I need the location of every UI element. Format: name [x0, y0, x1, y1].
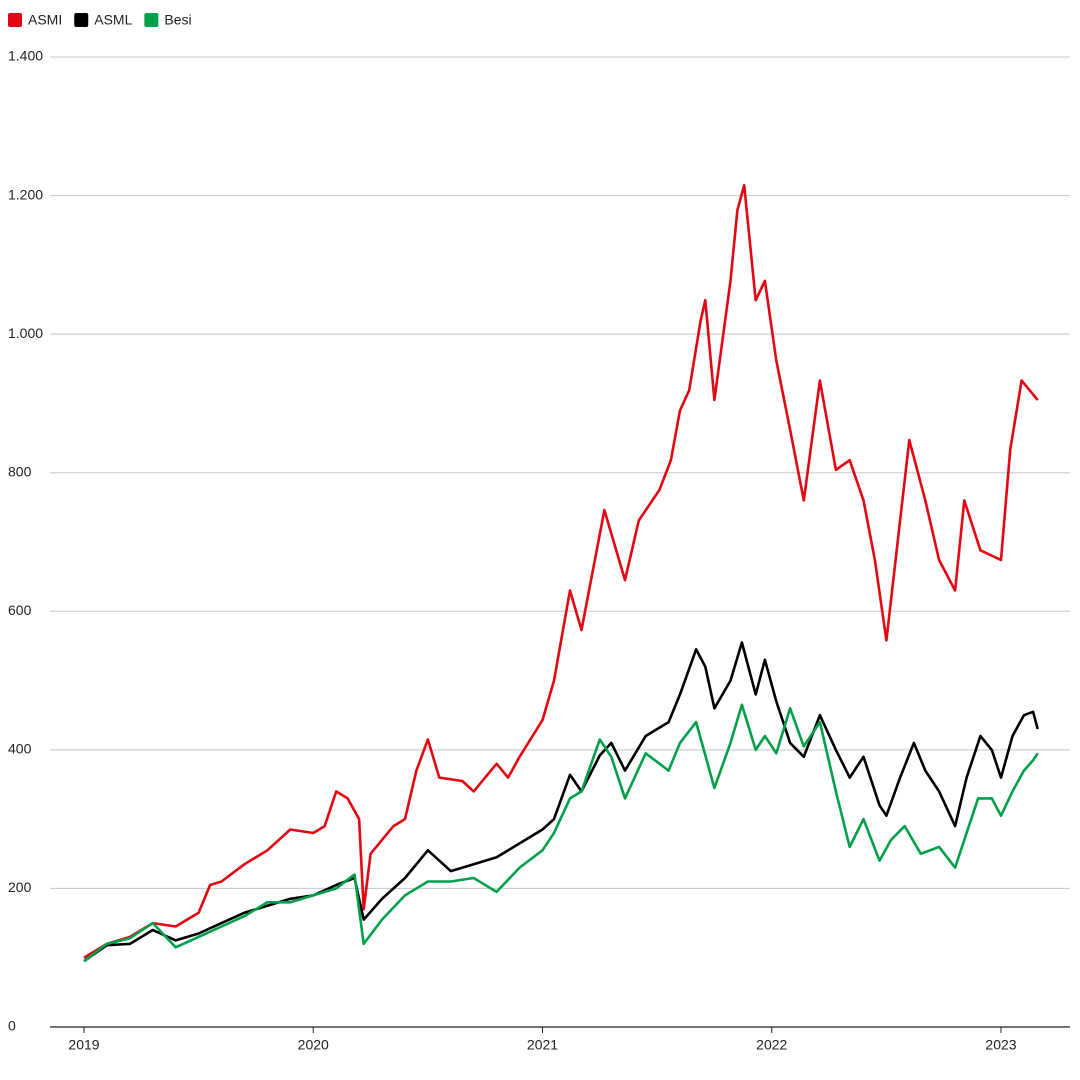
series-line: [83, 641, 1039, 963]
y-tick-label: 600: [8, 602, 32, 618]
y-tick-label: 1.200: [8, 186, 43, 202]
y-tick-label: 800: [8, 463, 32, 479]
y-tick-label: 1.000: [8, 325, 43, 341]
y-tick-label: 1.400: [8, 48, 43, 64]
x-tick-label: 2021: [527, 1037, 558, 1053]
y-tick-label: 200: [8, 879, 32, 895]
series-line: [83, 183, 1039, 959]
legend-label: ASMI: [28, 12, 62, 28]
legend-swatch: [8, 13, 22, 27]
y-tick-label: 0: [8, 1018, 16, 1034]
x-tick-label: 2023: [985, 1037, 1016, 1053]
x-tick-label: 2020: [298, 1037, 329, 1053]
legend-label: Besi: [164, 12, 191, 28]
legend-swatch: [74, 13, 89, 27]
y-tick-label: 400: [8, 741, 32, 757]
x-tick-label: 2019: [68, 1037, 99, 1053]
legend-swatch: [144, 13, 159, 27]
legend-label: ASML: [94, 12, 132, 28]
series-line: [83, 703, 1039, 963]
x-tick-label: 2022: [756, 1037, 787, 1053]
